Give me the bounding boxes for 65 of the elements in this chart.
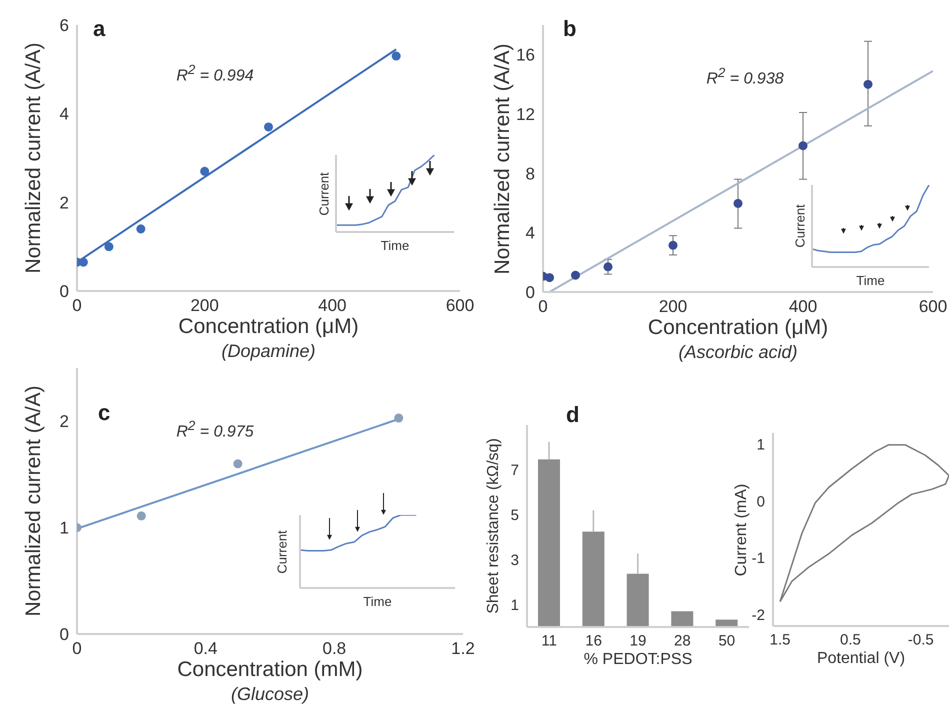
text: (Glucose) [230, 684, 310, 705]
x-tick-label: 19 [630, 632, 646, 650]
x-tick-label: 11 [541, 632, 557, 650]
y-tick-label: 16 [516, 46, 535, 65]
x-axis-title: % PEDOT:PSS [584, 651, 692, 669]
y-axis-title: Sheet resistance (kΩ/sq) [485, 438, 503, 614]
y-tick-label: 2 [60, 193, 69, 212]
x-tick-label: 0.5 [840, 632, 861, 649]
y-axis-title: Current [316, 172, 332, 216]
y-tick-label: 1 [756, 436, 765, 454]
x-axis-title: Concentration (mM) [177, 658, 363, 682]
y-tick-label: 0 [60, 282, 69, 302]
y-axis-title: Normalized current (A/A) [22, 42, 46, 274]
y-tick-label: 8 [526, 164, 535, 184]
x-tick-label: 28 [674, 632, 691, 650]
x-tick-label: 16 [585, 632, 602, 650]
y-axis-title: Current [274, 530, 290, 574]
x-tick-label: 200 [658, 297, 688, 316]
x-tick-label: 50 [718, 632, 736, 650]
x-axis-title: Concentration (μM) [648, 316, 828, 340]
chart-title: a [93, 16, 106, 42]
annotation: R$^{2}$ = 0.975 [176, 418, 254, 442]
y-tick-label: 0 [526, 283, 535, 302]
y-axis-title: Current (mA) [733, 483, 751, 576]
x-tick-label: 1.5 [770, 632, 790, 649]
text: (Ascorbic acid) [678, 342, 798, 363]
y-tick-label: 5 [510, 507, 519, 524]
chart-title: b [563, 16, 576, 42]
x-tick-label: 600 [446, 296, 474, 316]
y-tick-label: -1 [752, 550, 765, 568]
x-tick-label: 1.2 [451, 639, 475, 658]
y-tick-label: 0 [756, 493, 765, 510]
y-tick-label: 1 [510, 596, 519, 614]
text: (Dopamine) [221, 341, 316, 362]
x-tick-label: 200 [190, 296, 219, 316]
x-tick-label: -0.5 [908, 632, 934, 649]
y-axis-title: Normalized current (A/A) [491, 42, 515, 274]
x-axis-title: Time [363, 594, 392, 609]
chart-title: d [566, 402, 580, 428]
y-tick-label: 4 [60, 104, 69, 124]
y-tick-label: 7 [510, 462, 519, 480]
x-axis-title: Time [380, 238, 410, 253]
x-tick-label: 600 [918, 297, 948, 316]
x-tick-label: 400 [788, 297, 818, 316]
y-tick-label: -2 [752, 606, 765, 624]
x-axis-title: Potential (V) [816, 650, 906, 668]
y-tick-label: 3 [510, 552, 519, 569]
annotation: R$^{2}$ = 0.994 [176, 62, 254, 86]
x-tick-label: 0 [72, 296, 82, 316]
y-tick-label: 6 [60, 16, 69, 36]
y-tick-label: 12 [516, 105, 535, 124]
x-tick-label: 0 [538, 297, 548, 316]
y-tick-label: 2 [60, 412, 69, 432]
annotation: R$^{2}$ = 0.938 [706, 65, 784, 88]
y-tick-label: 4 [526, 224, 535, 243]
x-tick-label: 0 [72, 639, 82, 658]
x-tick-label: 0.4 [194, 639, 218, 658]
y-tick-label: 1 [60, 518, 69, 538]
y-axis-title: Current [792, 204, 808, 248]
text: c [98, 400, 110, 426]
x-axis-title: Concentration (μM) [178, 315, 359, 339]
x-tick-label: 400 [318, 296, 347, 316]
y-axis-title: Normalized current (A/A) [22, 385, 46, 617]
x-tick-label: 0.8 [322, 639, 346, 658]
x-axis-title: Time [856, 273, 885, 288]
